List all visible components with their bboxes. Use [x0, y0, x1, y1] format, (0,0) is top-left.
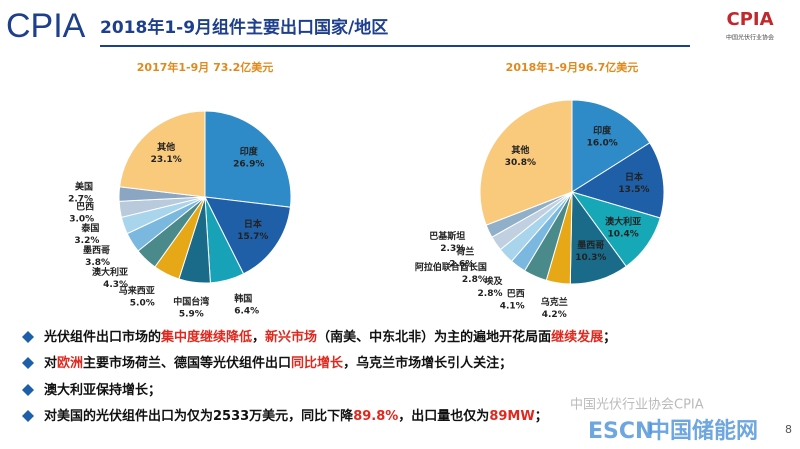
slice-value-label: 2.3%: [440, 244, 465, 254]
slice-value-label: 4.2%: [542, 310, 567, 320]
pie-slice: [119, 110, 206, 198]
page-number: 8: [785, 423, 792, 436]
bullet-segment: ；: [535, 409, 548, 424]
slice-label: 美国: [75, 181, 93, 193]
bullet-segment: 集中度继续降低: [160, 329, 252, 345]
bullet-segment: 新兴市场: [265, 329, 317, 345]
slice-value-label: 4.1%: [500, 302, 525, 312]
slice-value-label: 13.5%: [618, 185, 649, 195]
slice-label: 日本: [244, 218, 263, 230]
slice-label: 巴西: [76, 202, 94, 213]
slice-value-label: 15.7%: [237, 232, 268, 242]
bullet-text: 澳大利亚保持增长；: [44, 382, 161, 398]
bullet-segment: ，出口量也仅为: [398, 408, 489, 424]
slice-value-label: 30.8%: [505, 158, 536, 168]
bullet-segment: ，: [252, 330, 265, 345]
slice-label: 澳大利亚: [92, 266, 128, 278]
slice-value-label: 2.8%: [462, 275, 487, 285]
pie-slice: [571, 99, 651, 193]
slice-value-label: 4.3%: [103, 280, 128, 290]
pie-slice: [204, 196, 291, 275]
slice-value-label: 23.1%: [151, 155, 182, 165]
pie-slice: [479, 99, 573, 226]
bullet-marker: [22, 331, 34, 343]
bullet-segment: 同比增长: [291, 355, 344, 371]
slice-label: 其他: [511, 144, 529, 156]
bullet-segment: ，乌克兰市场增长引人关注；: [343, 355, 512, 371]
bullet-segment: 澳大利亚保持增长；: [44, 382, 161, 398]
slice-value-label: 10.4%: [608, 230, 639, 240]
bullet-segment: 继续发展: [551, 329, 604, 345]
bullet-segment: 89MW: [489, 409, 534, 424]
slice-label: 荷兰: [455, 246, 474, 258]
slice-label: 日本: [625, 171, 644, 183]
bullet-list: 光伏组件出口市场的集中度继续降低，新兴市场（南美、中东北非）为主的遍地开花局面继…: [22, 329, 616, 424]
slice-label: 中国台湾: [173, 296, 209, 308]
bullet-text: 对欧洲主要市场荷兰、德国等光伏组件出口同比增长，乌克兰市场增长引人关注；: [44, 355, 512, 371]
bullet-text: 对美国的光伏组件出口为仅为2533万美元，同比下降89.8%，出口量也仅为89M…: [44, 408, 548, 424]
slice-value-label: 6.4%: [234, 307, 259, 317]
slice-value-label: 16.0%: [587, 139, 618, 149]
slice-label: 印度: [593, 125, 612, 137]
slide-title: 2018年1-9月组件主要出口国家/地区: [100, 17, 388, 38]
pie-slice: [204, 110, 292, 208]
slice-value-label: 2.7%: [68, 195, 93, 205]
slice-value-label: 5.9%: [179, 310, 204, 320]
slice-value-label: 26.9%: [233, 160, 264, 170]
chart-subtitle: 2017年1-9月 73.2亿美元: [137, 60, 273, 74]
bullet-segment: 对美国的光伏组件出口为仅为2533万美元，同比下降: [44, 408, 354, 424]
corner-logo: CPIA: [726, 9, 773, 30]
bullet-segment: 欧洲: [57, 355, 83, 371]
slice-label: 印度: [240, 146, 259, 158]
watermark: ESCN: [588, 419, 653, 444]
slice-value-label: 3.0%: [69, 215, 94, 225]
bullet-segment: 光伏组件出口市场的: [43, 329, 161, 345]
slice-label: 墨西哥: [83, 245, 110, 256]
slice-value-label: 3.8%: [85, 258, 110, 268]
slice-label: 其他: [157, 141, 175, 153]
slice-value-label: 3.2%: [74, 236, 99, 246]
bullet-marker: [22, 410, 34, 422]
bullet-marker: [22, 384, 34, 396]
slice-value-label: 2.6%: [449, 260, 474, 270]
logo: CPIA: [6, 7, 86, 45]
slice-label: 马来西亚: [119, 285, 155, 297]
slice-label: 巴西: [507, 289, 525, 300]
corner-org: 中国光伏行业协会: [726, 34, 774, 42]
slice-value-label: 2.8%: [478, 289, 503, 299]
bullet-segment: （南美、中东北非）为主的遍地开花局面: [317, 329, 551, 345]
bullet-segment: 对: [44, 355, 57, 371]
bullet-marker: [22, 357, 34, 369]
slice-label: 韩国: [234, 293, 252, 305]
slice-label: 乌克兰: [541, 296, 568, 308]
slice-value-label: 10.3%: [575, 253, 606, 263]
bullet-segment: ；: [603, 330, 616, 345]
slice-label: 澳大利亚: [605, 216, 641, 228]
bullet-text: 光伏组件出口市场的集中度继续降低，新兴市场（南美、中东北非）为主的遍地开花局面继…: [43, 329, 616, 345]
chart-subtitle: 2018年1-9月96.7亿美元: [506, 60, 639, 74]
bullet-segment: 89.8%: [353, 409, 398, 424]
slice-label: 泰国: [80, 222, 99, 234]
watermark: 中国光伏行业协会CPIA: [570, 398, 704, 413]
slice-label: 墨西哥: [577, 240, 604, 251]
slice-label: 巴基斯坦: [429, 230, 465, 242]
bullet-segment: 主要市场荷兰、德国等光伏组件出口: [83, 355, 291, 371]
watermark: 中国储能网: [648, 418, 758, 444]
slice-value-label: 5.0%: [130, 299, 155, 309]
slice-label: 埃及: [485, 275, 504, 287]
slice-label: 阿拉伯联合酋长国: [415, 261, 487, 273]
pie-slice: [570, 142, 665, 219]
